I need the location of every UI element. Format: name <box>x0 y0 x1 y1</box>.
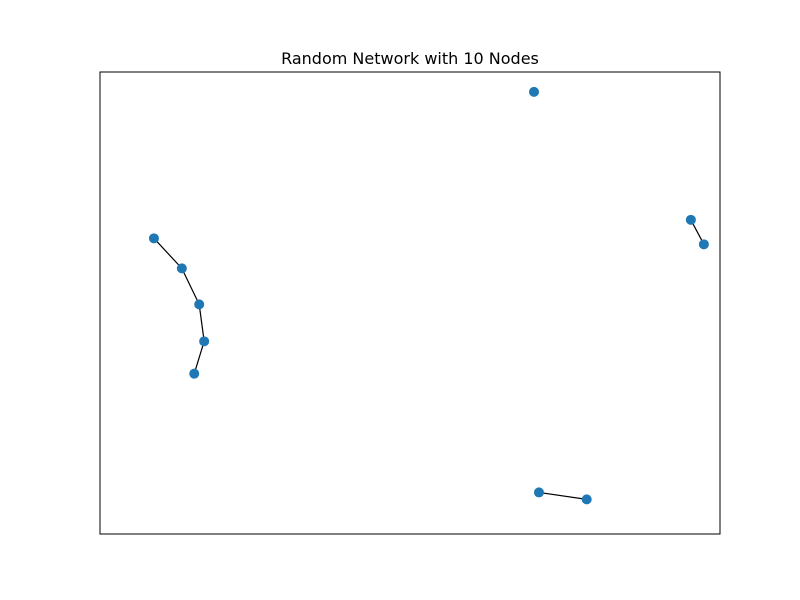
node-n7 <box>685 214 696 225</box>
edge-n1-n2 <box>153 237 183 269</box>
node-n4 <box>199 336 210 347</box>
node-n1 <box>148 233 159 244</box>
nodes-layer <box>148 86 709 505</box>
node-n5 <box>189 368 200 379</box>
node-n10 <box>581 494 592 505</box>
plot-frame <box>99 71 721 535</box>
edge-n4-n5 <box>193 341 205 374</box>
edge-n9-n10 <box>538 491 587 500</box>
node-n6 <box>529 86 539 97</box>
chart-title: Random Network with 10 Nodes <box>281 49 539 68</box>
node-n2 <box>176 263 187 274</box>
node-n8 <box>698 239 709 250</box>
node-n3 <box>194 299 205 310</box>
edges-layer <box>153 219 705 500</box>
edge-n2-n3 <box>181 268 200 305</box>
edge-n3-n4 <box>198 304 205 342</box>
node-n9 <box>533 487 544 498</box>
